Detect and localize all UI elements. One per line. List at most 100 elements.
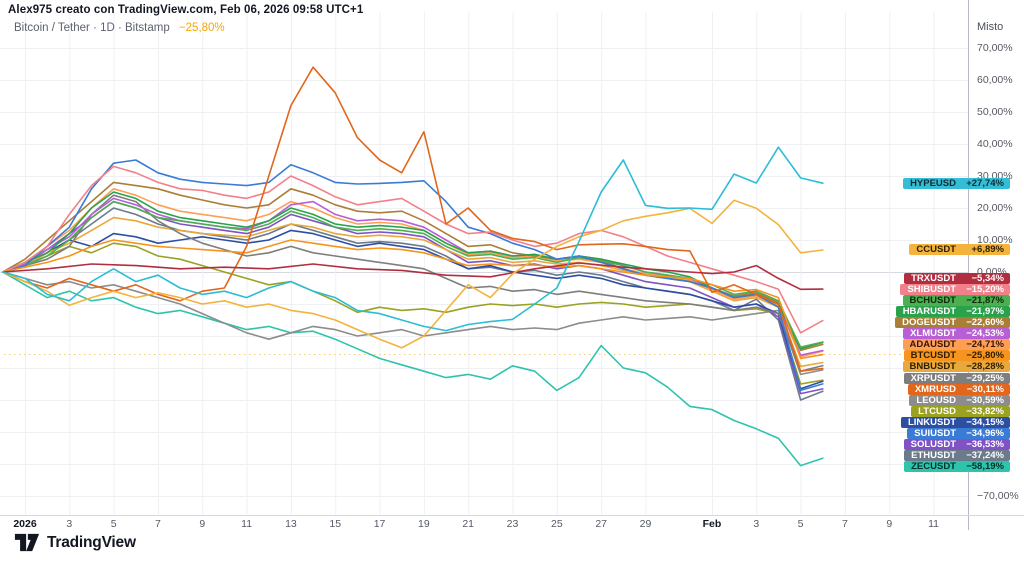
series-line-adausdt[interactable] [1,188,824,358]
x-axis-label: 2026 [13,518,37,530]
x-axis-label: 5 [110,518,117,530]
series-line-hypeusd[interactable] [1,146,824,332]
tradingview-logo-icon [14,533,40,552]
price-label-ticker: ETHUSDT [911,449,956,461]
price-label-leousd[interactable]: LEOUSD −30,59% [909,394,1010,406]
price-label-value: −21,87% [966,295,1004,307]
price-label-shibusdt[interactable]: SHIBUSDT −15,20% [900,284,1010,296]
price-label-suiusdt[interactable]: SUIUSDT −34,96% [907,427,1010,439]
series-line-leousd[interactable] [1,271,824,376]
x-axis-label: 9 [199,518,206,530]
series-line-hbarusdt[interactable] [1,191,824,350]
series-line-linkusdt[interactable] [1,229,824,390]
x-axis-label: 25 [550,518,563,530]
price-label-solusdt[interactable]: SOLUSDT −36,53% [903,438,1010,450]
x-axis-label: 27 [595,518,607,530]
x-axis-label: Feb [702,518,722,530]
series-line-ltcusd[interactable] [1,242,824,385]
x-axis-label: 5 [797,518,804,530]
x-axis-label: 29 [639,518,652,530]
price-label-ticker: SHIBUSDT [907,284,956,296]
price-label-value: −24,71% [966,339,1004,351]
price-label-adausdt[interactable]: ADAUSDT −24,71% [902,339,1010,351]
x-axis-label: 3 [753,518,760,530]
series-line-xmrusd[interactable] [1,66,824,373]
price-label-value: −37,24% [966,449,1004,461]
y-axis-label: −70,00% [977,490,1019,502]
price-label-xrpusdt[interactable]: XRPUSDT −29,25% [903,372,1010,384]
price-label-ticker: HYPEUSD [910,177,956,189]
price-label-value: −30,11% [966,383,1004,395]
price-label-hypeusd[interactable]: HYPEUSD +27,74% [903,177,1010,189]
y-axis-label: 20,00% [977,202,1013,214]
price-label-value: −34,96% [966,427,1004,439]
x-axis-label: 9 [886,518,893,530]
series-line-xrpusdt[interactable] [1,194,824,373]
price-label-value: −24,53% [966,328,1004,340]
y-axis-label: 10,00% [977,234,1013,246]
price-label-trxusdt[interactable]: TRXUSDT −5,34% [904,273,1010,284]
price-label-xmrusd[interactable]: XMRUSD −30,11% [907,383,1010,395]
series-line-ccusdt[interactable] [1,199,824,349]
price-label-ticker: BNBUSDT [909,361,956,373]
price-label-zecusdt[interactable]: ZECUSDT −58,19% [904,461,1010,473]
x-axis-label: 7 [155,518,161,530]
series-line-btcusdt[interactable] [1,239,824,360]
price-label-value: −21,97% [966,306,1004,318]
x-axis-label: 23 [506,518,519,530]
series-line-zecusdt[interactable] [1,271,824,467]
tradingview-logo[interactable]: TradingView [14,533,136,552]
price-label-ticker: XRPUSDT [910,372,956,384]
price-label-btcusdt[interactable]: BTCUSDT −25,80% [903,350,1010,362]
price-scale-mode-label[interactable]: Misto [977,21,1004,33]
price-label-ethusdt[interactable]: ETHUSDT −37,24% [904,449,1010,461]
series-line-suiusdt[interactable] [1,159,824,392]
price-label-ltcusd[interactable]: LTCUSD −33,82% [911,405,1010,417]
y-axis-label: 50,00% [977,106,1013,118]
price-label-value: −29,25% [966,372,1004,384]
price-label-value: −33,82% [966,405,1004,417]
price-label-value: +27,74% [966,177,1004,189]
price-label-hbarusdt[interactable]: HBARUSDT −21,97% [895,306,1010,318]
price-label-value: −34,15% [966,416,1004,428]
x-axis-label: 19 [418,518,430,530]
price-label-ticker: SOLUSDT [910,438,956,450]
price-label-value: −25,80% [966,350,1004,362]
price-label-value: −30,59% [966,394,1004,406]
price-chart-canvas[interactable] [0,0,1024,530]
x-axis-label: 7 [841,518,848,530]
price-label-value: −15,20% [966,284,1004,296]
symbol-legend-text: Bitcoin / Tether · 1D · Bitstamp [14,22,170,34]
price-label-linkusdt[interactable]: LINKUSDT −34,15% [900,416,1010,428]
price-label-value: −28,28% [966,361,1004,373]
price-label-ticker: HBARUSDT [902,306,956,318]
tradingview-logo-text: TradingView [47,533,136,551]
symbol-legend[interactable]: Bitcoin / Tether · 1D · Bitstamp −25,80% [14,22,225,34]
price-label-ccusdt[interactable]: CCUSDT +6,89% [909,244,1010,256]
price-label-ticker: DOGEUSDT [902,317,956,329]
price-label-ticker: LINKUSDT [907,416,956,428]
chart-byline: Alex975 creato con TradingView.com, Feb … [8,4,364,16]
price-label-bnbusdt[interactable]: BNBUSDT −28,28% [902,361,1010,373]
symbol-change-value: −25,80% [178,22,225,34]
price-label-bchusdt[interactable]: BCHUSDT −21,87% [902,295,1010,307]
series-line-shibusdt[interactable] [1,165,824,334]
price-label-value: −36,53% [966,438,1004,450]
price-label-ticker: BCHUSDT [909,295,956,307]
price-label-ticker: CCUSDT [916,244,956,256]
price-label-value: +6,89% [971,244,1005,256]
x-axis-label: 15 [329,518,342,530]
x-axis-label: 11 [241,518,253,530]
series-line-trxusdt[interactable] [1,262,824,291]
x-axis-label: 11 [928,518,939,530]
price-label-xlmusdt[interactable]: XLMUSDT −24,53% [903,328,1010,340]
series-line-xlmusdt[interactable] [1,197,824,357]
price-label-dogeusdt[interactable]: DOGEUSDT −22,60% [895,317,1010,329]
y-axis-label: 60,00% [977,74,1013,86]
x-axis-label: 17 [373,518,386,530]
price-axis-separator [968,0,969,530]
price-label-ticker: ZECUSDT [911,461,956,473]
price-label-value: −58,19% [966,461,1004,473]
price-label-ticker: XLMUSDT [910,328,956,340]
